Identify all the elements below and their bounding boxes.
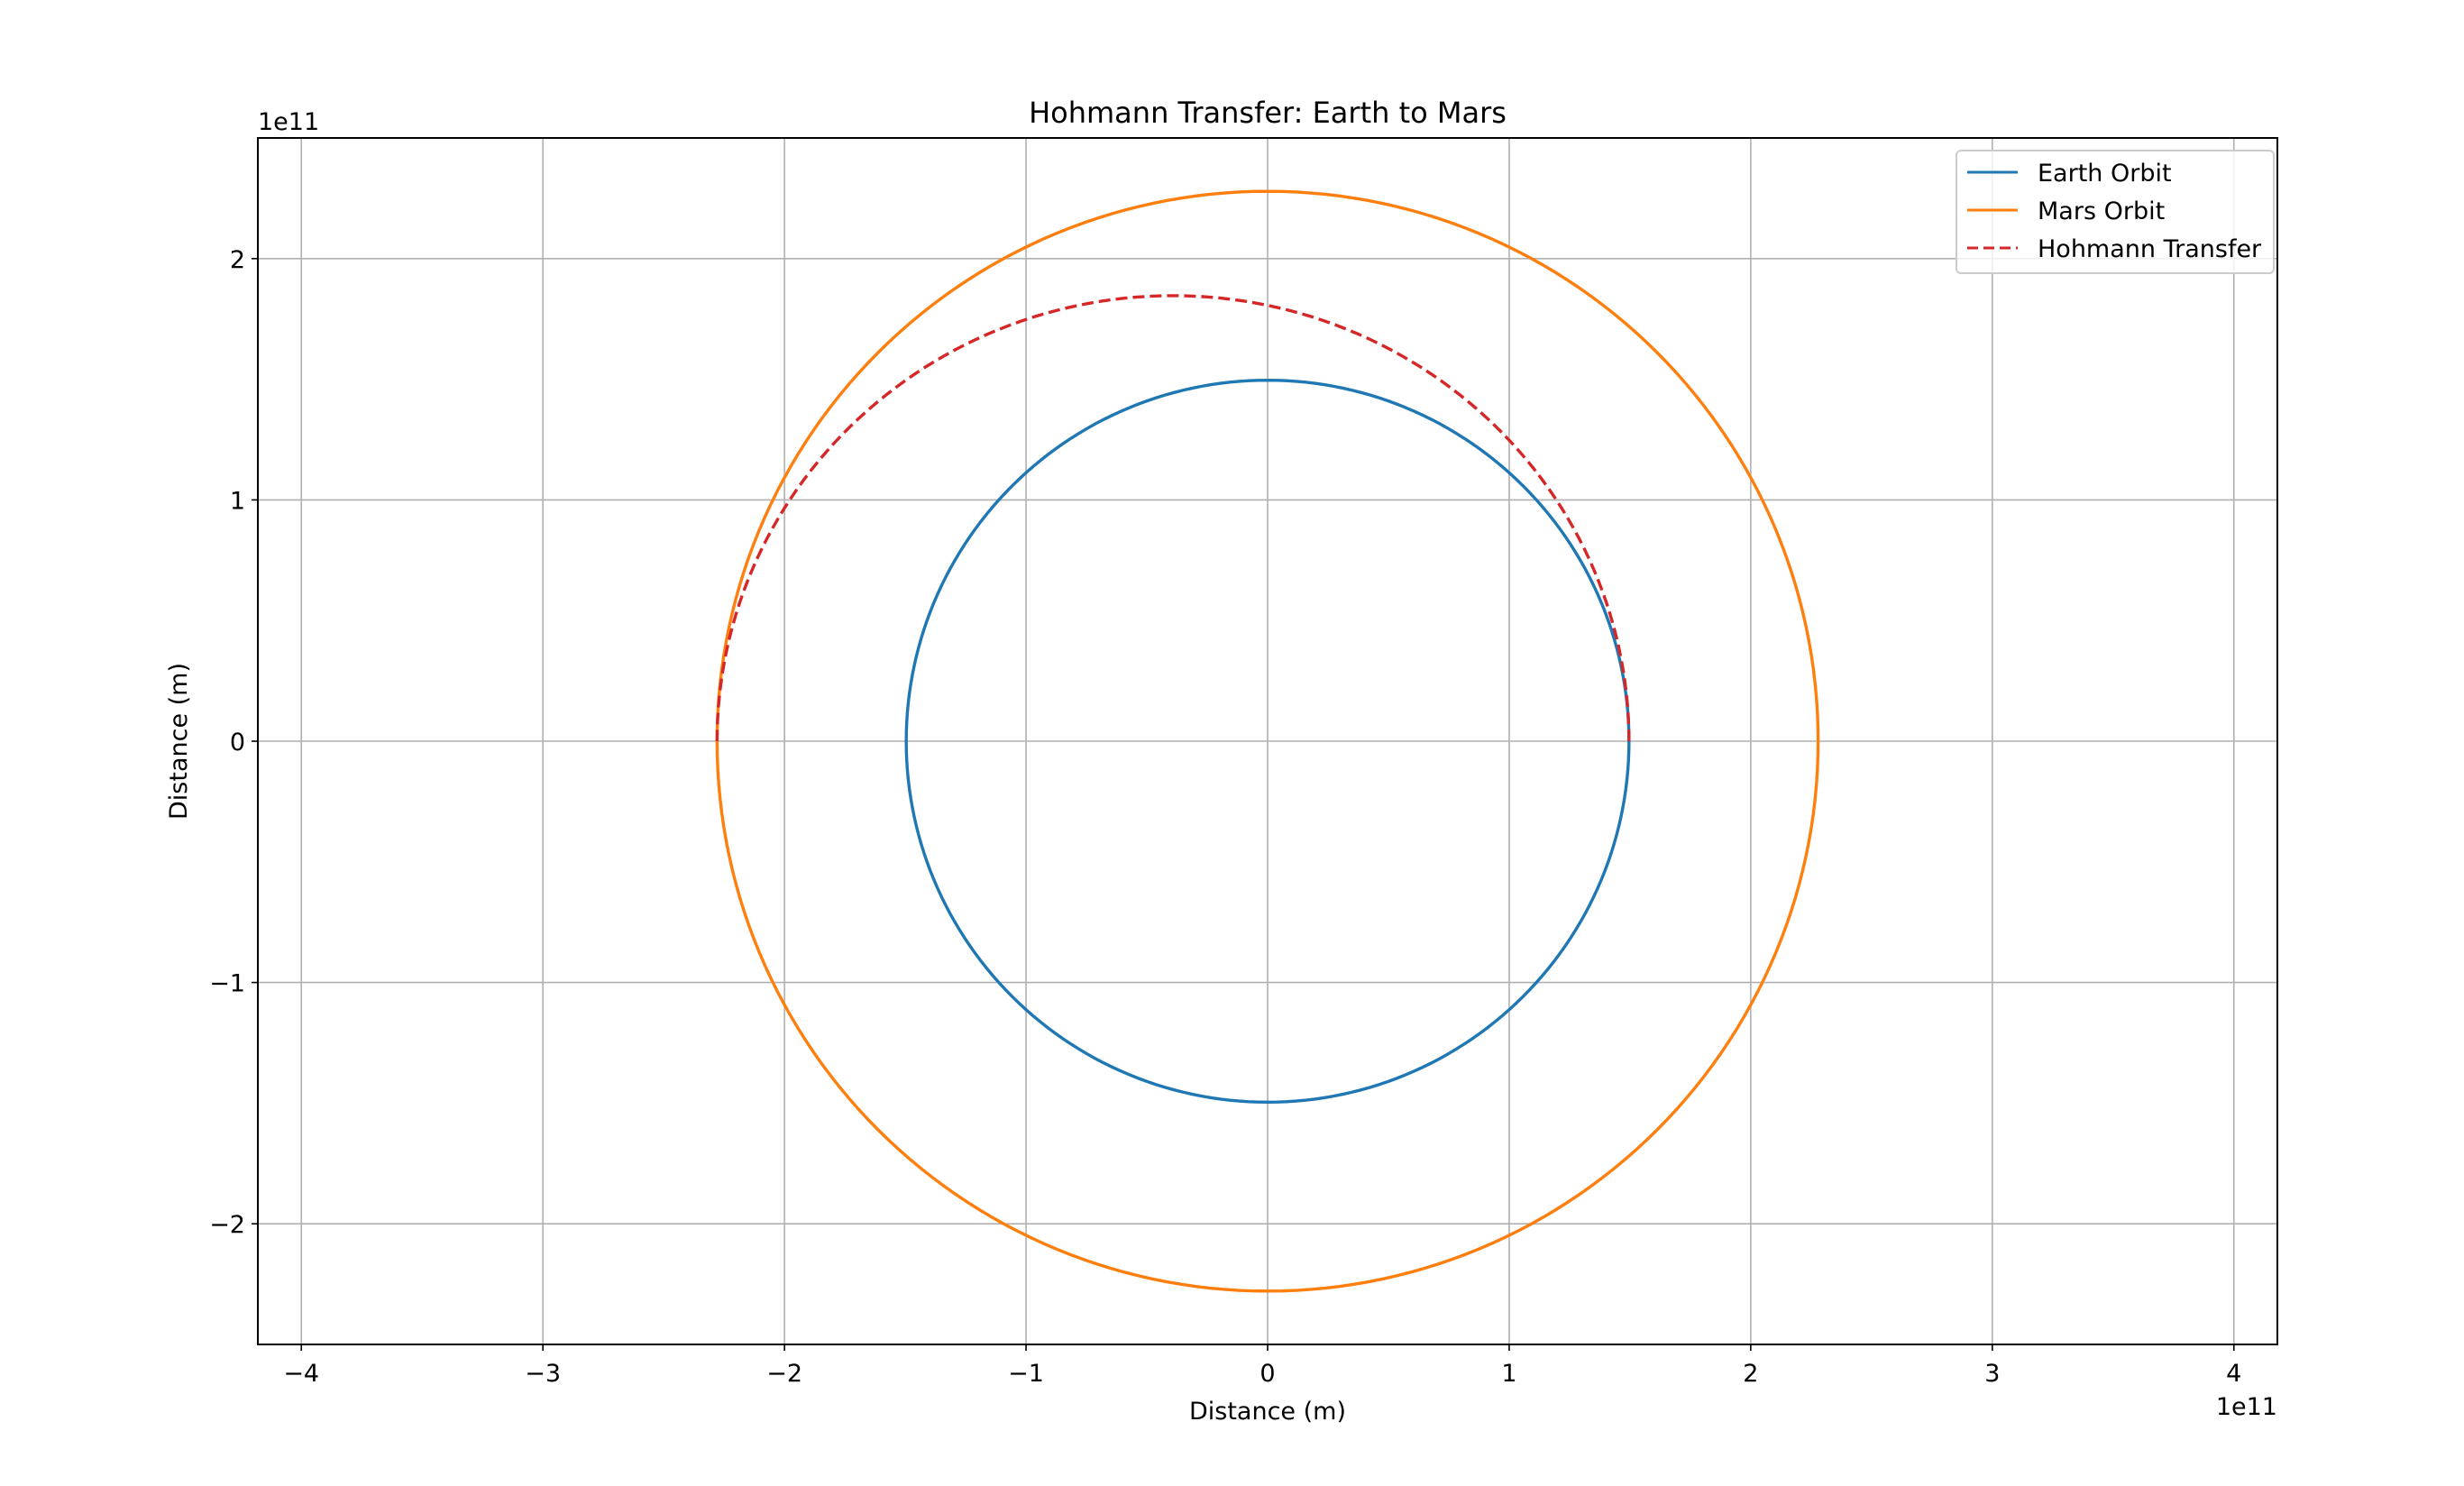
- legend-label-hohmann-transfer: Hohmann Transfer: [2038, 235, 2262, 263]
- y-axis-offset-label: 1e11: [258, 108, 319, 136]
- x-tick-label: −1: [1008, 1360, 1044, 1388]
- y-tick-label: −2: [209, 1211, 245, 1239]
- x-axis-label: Distance (m): [1189, 1398, 1346, 1426]
- grid: [258, 138, 2277, 1344]
- plot-lines: [715, 189, 1820, 1293]
- chart-title: Hohmann Transfer: Earth to Mars: [1029, 96, 1507, 130]
- legend-label-earth-orbit: Earth Orbit: [2038, 160, 2172, 188]
- legend: Earth Orbit Mars Orbit Hohmann Transfer: [1956, 150, 2275, 274]
- x-tick-label: 1: [1501, 1360, 1516, 1388]
- y-tick-label: −1: [209, 970, 245, 998]
- x-tick-label: −2: [766, 1360, 802, 1388]
- x-tick-label: −3: [525, 1360, 561, 1388]
- series-earth-orbit: [904, 378, 1631, 1105]
- ticks: −4 −3 −2 −1 0 1 2 3 4 −2 −1 0 1 2: [209, 246, 2241, 1388]
- legend-box: [1956, 150, 2275, 274]
- y-tick-label: 2: [230, 246, 245, 274]
- y-tick-label: 0: [230, 729, 245, 757]
- y-axis-label: Distance (m): [165, 663, 193, 820]
- series-hohmann-transfer: [715, 294, 1631, 742]
- x-tick-label: 0: [1259, 1360, 1275, 1388]
- y-tick-label: 1: [230, 487, 245, 515]
- x-tick-label: 4: [2226, 1360, 2241, 1388]
- legend-label-mars-orbit: Mars Orbit: [2038, 197, 2165, 225]
- x-tick-label: −4: [283, 1360, 319, 1388]
- x-tick-label: 3: [1984, 1360, 2000, 1388]
- x-tick-label: 2: [1743, 1360, 1758, 1388]
- x-axis-offset-label: 1e11: [2216, 1393, 2277, 1421]
